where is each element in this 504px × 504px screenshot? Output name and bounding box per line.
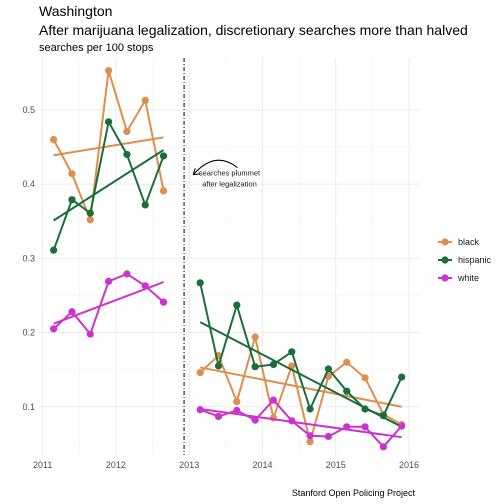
- data-point-black: [105, 67, 113, 75]
- annotation-arrowhead: [192, 168, 201, 176]
- x-tick-label: 2013: [179, 460, 199, 470]
- data-point-hispanic: [105, 118, 113, 126]
- data-point-hispanic: [50, 246, 58, 254]
- data-point-white: [398, 422, 406, 430]
- series-line-hispanic-post: [199, 282, 403, 417]
- data-point-white: [141, 282, 149, 290]
- chart-title: Washington: [39, 3, 112, 19]
- trend-line-hispanic-pre: [53, 149, 165, 222]
- grid: [39, 58, 420, 455]
- data-point-black: [50, 136, 58, 144]
- trend-line-white-post: [200, 408, 402, 439]
- data-point-hispanic: [306, 405, 314, 413]
- legend: black hispanic white: [438, 237, 492, 283]
- series-line-black-post: [199, 336, 403, 443]
- data-point-white: [68, 308, 76, 316]
- data-point-black: [68, 170, 76, 178]
- annotation-arrow: [192, 159, 238, 176]
- annotation: searches plummet after legalization: [192, 159, 261, 189]
- data-point-white: [306, 432, 314, 440]
- legend-label: white: [457, 273, 479, 283]
- data-point-hispanic: [361, 405, 369, 413]
- legend-item-black: black: [438, 237, 480, 247]
- annotation-text: after legalization: [202, 180, 257, 189]
- data-point-white: [214, 412, 223, 421]
- data-point-black: [141, 96, 149, 104]
- data-point-hispanic: [324, 365, 333, 373]
- data-point-black: [233, 397, 241, 406]
- data-point-white: [86, 330, 94, 338]
- data-point-hispanic: [269, 360, 278, 369]
- data-point-white: [159, 298, 168, 306]
- data-point-white: [288, 417, 296, 425]
- data-point-black: [196, 369, 204, 377]
- data-point-hispanic: [288, 348, 296, 356]
- data-point-white: [196, 406, 204, 414]
- data-point-white: [361, 423, 369, 431]
- legend-label: hispanic: [458, 255, 492, 265]
- x-tick-label: 2016: [399, 460, 419, 470]
- data-point-hispanic: [196, 279, 204, 287]
- data-point-white: [105, 277, 113, 285]
- y-axis-label: searches per 100 stops: [39, 42, 154, 54]
- legend-item-hispanic: hispanic: [438, 255, 492, 265]
- x-tick-label: 2014: [252, 460, 272, 470]
- chart-caption: Stanford Open Policing Project: [292, 488, 416, 498]
- data-point-white: [269, 396, 278, 404]
- y-tick-label: 0.1: [22, 402, 35, 412]
- data-point-hispanic: [343, 387, 351, 395]
- annotation-text: searches plummet: [199, 169, 261, 178]
- y-tick-label: 0.3: [22, 253, 35, 263]
- data-point-white: [50, 325, 58, 333]
- legend-item-white: white: [438, 273, 479, 283]
- series-hispanic: [50, 118, 406, 428]
- data-point-hispanic: [379, 412, 387, 420]
- y-tick-label: 0.2: [22, 328, 35, 338]
- trend-line-black-pre: [53, 136, 164, 157]
- data-point-hispanic: [159, 152, 168, 160]
- data-point-white: [123, 270, 131, 278]
- legend-key-point: [441, 256, 449, 264]
- trend-line-black-post: [200, 366, 402, 408]
- data-point-hispanic: [68, 196, 76, 204]
- data-point-hispanic: [123, 150, 131, 159]
- y-tick-label: 0.4: [22, 179, 35, 189]
- legend-key-point: [441, 238, 449, 246]
- data-point-black: [361, 374, 369, 382]
- series-white: [50, 270, 406, 451]
- data-point-black: [306, 438, 314, 446]
- y-tick-label: 0.5: [22, 105, 35, 115]
- data-point-white: [343, 423, 351, 431]
- data-point-hispanic: [233, 301, 241, 309]
- chart-subtitle: After marijuana legalization, discretion…: [39, 22, 468, 38]
- axis-ticks: 2011 2012 2013 2014 2015 2016 0.1 0.2 0.3 0.4 0.5: [22, 105, 419, 470]
- data-point-black: [86, 216, 94, 224]
- data-point-white: [379, 443, 387, 451]
- legend-key-point: [441, 274, 449, 282]
- series-black: [50, 67, 406, 446]
- data-point-white: [251, 416, 259, 424]
- data-point-hispanic: [251, 363, 259, 371]
- data-point-white: [324, 432, 333, 441]
- data-point-hispanic: [398, 373, 406, 381]
- data-point-black: [123, 127, 131, 136]
- data-point-hispanic: [141, 201, 149, 209]
- series-group: [50, 67, 406, 451]
- data-point-hispanic: [86, 209, 94, 217]
- data-point-black: [159, 187, 168, 195]
- data-point-hispanic: [214, 362, 223, 370]
- x-tick-label: 2012: [106, 460, 126, 470]
- data-point-black: [251, 333, 259, 341]
- data-point-black: [343, 358, 351, 366]
- x-tick-label: 2011: [33, 460, 52, 470]
- trend-line-hispanic-post: [199, 321, 403, 428]
- legend-label: black: [458, 237, 480, 247]
- data-point-white: [233, 406, 241, 415]
- x-tick-label: 2015: [326, 460, 346, 470]
